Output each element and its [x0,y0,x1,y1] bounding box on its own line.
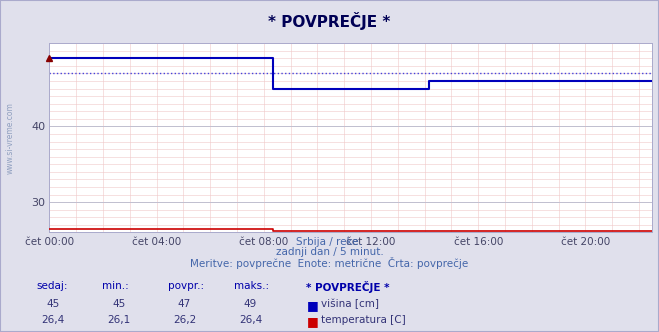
Text: 26,4: 26,4 [239,315,262,325]
Text: višina [cm]: višina [cm] [321,299,379,309]
Text: 45: 45 [112,299,125,309]
Text: ■: ■ [306,299,318,312]
Text: maks.:: maks.: [234,281,269,290]
Text: sedaj:: sedaj: [36,281,68,290]
Text: * POVPREČJE *: * POVPREČJE * [306,281,390,292]
Text: Srbija / reke.: Srbija / reke. [297,237,362,247]
Text: Meritve: povprečne  Enote: metrične  Črta: povprečje: Meritve: povprečne Enote: metrične Črta:… [190,257,469,269]
Text: povpr.:: povpr.: [168,281,204,290]
Text: zadnji dan / 5 minut.: zadnji dan / 5 minut. [275,247,384,257]
Text: 47: 47 [178,299,191,309]
Text: 26,2: 26,2 [173,315,196,325]
Text: 45: 45 [46,299,59,309]
Text: * POVPREČJE *: * POVPREČJE * [268,12,391,30]
Text: 26,1: 26,1 [107,315,130,325]
Text: min.:: min.: [102,281,129,290]
Text: 49: 49 [244,299,257,309]
Text: temperatura [C]: temperatura [C] [321,315,406,325]
Text: www.si-vreme.com: www.si-vreme.com [6,102,14,174]
Text: 26,4: 26,4 [41,315,65,325]
Text: ■: ■ [306,315,318,328]
